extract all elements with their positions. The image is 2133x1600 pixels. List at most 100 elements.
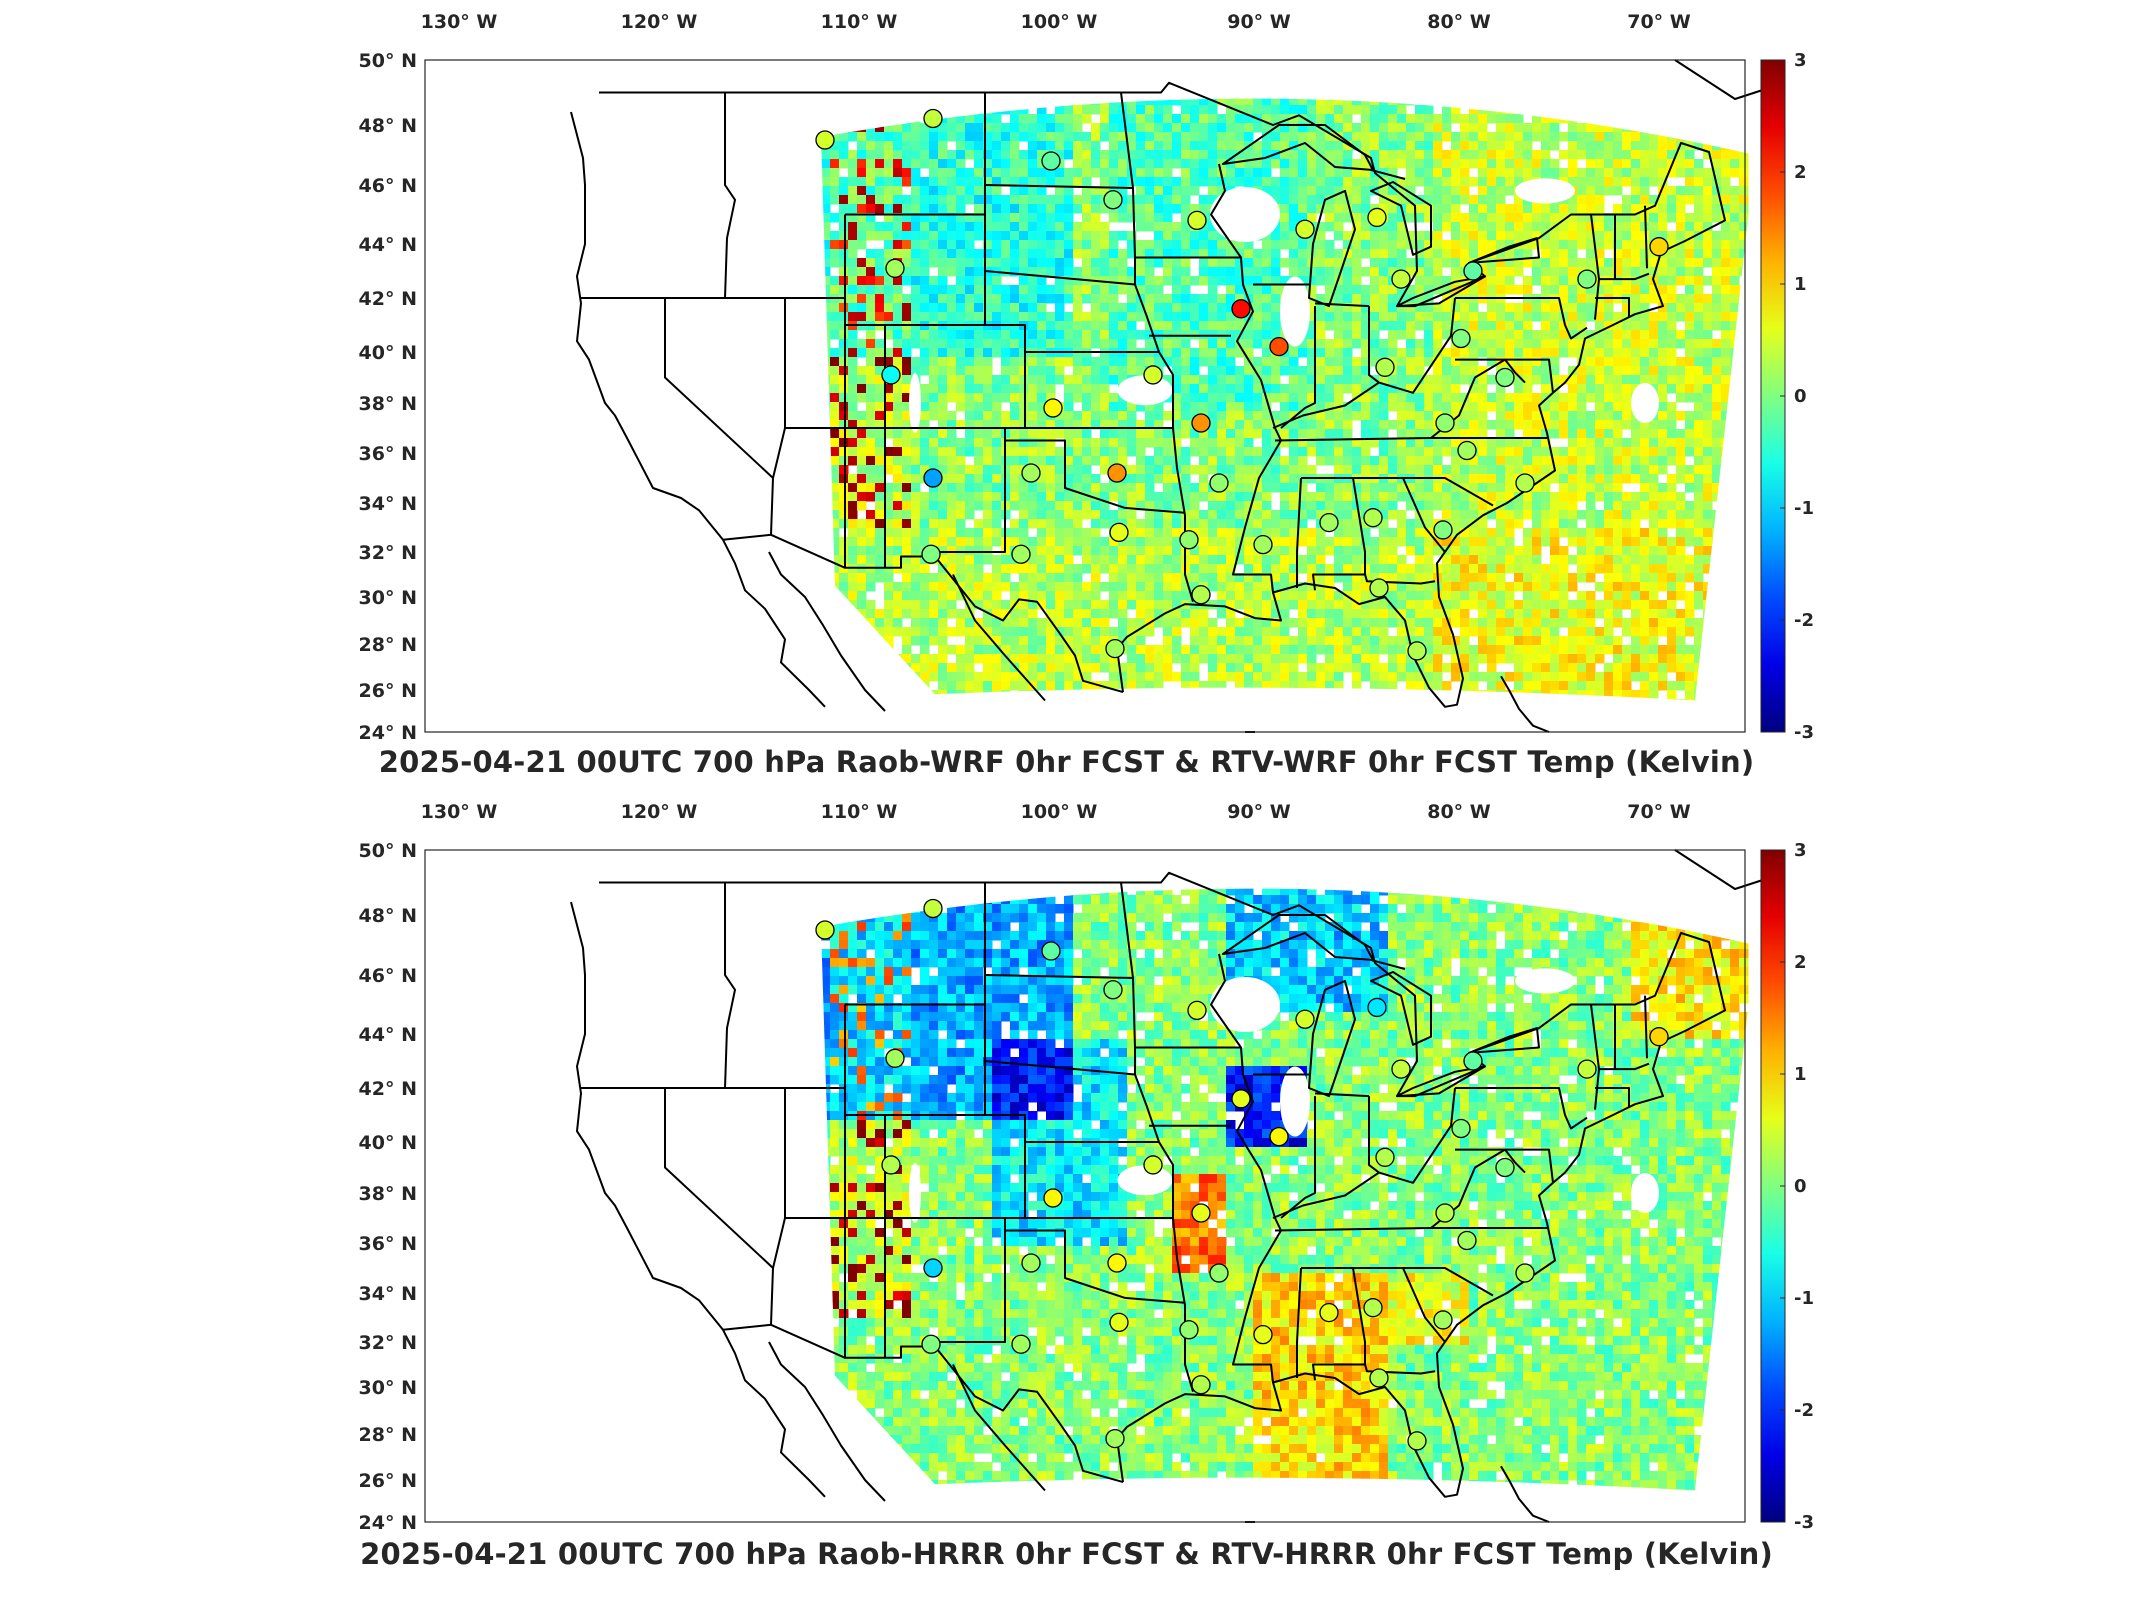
field-cell — [902, 582, 912, 592]
field-cell — [947, 519, 957, 529]
field-cell — [875, 555, 885, 565]
field-cell — [902, 123, 912, 133]
field-cell — [938, 150, 948, 160]
field-cell — [866, 600, 876, 610]
field-cell — [929, 456, 939, 466]
field-cell — [848, 195, 858, 205]
field-cell — [983, 186, 993, 196]
field-cell — [956, 438, 966, 448]
field-cell — [1028, 483, 1038, 493]
field-cell — [1001, 213, 1011, 223]
field-cell — [884, 303, 894, 313]
field-cell — [893, 429, 903, 439]
field-cell — [1028, 501, 1038, 511]
field-cell — [974, 519, 984, 529]
field-cell — [965, 510, 975, 520]
field-cell — [1055, 123, 1065, 133]
field-cell — [893, 618, 903, 628]
field-cell — [1055, 456, 1065, 466]
field-cell — [956, 447, 966, 457]
field-cell — [848, 492, 858, 502]
field-cell — [866, 492, 876, 502]
field-cell — [965, 357, 975, 367]
field-cell — [947, 267, 957, 277]
field-cell — [1001, 645, 1011, 655]
field-cell — [1028, 159, 1038, 169]
field-cell — [1010, 627, 1020, 637]
field-cell — [1046, 420, 1056, 430]
field-cell — [830, 375, 840, 385]
field-cell — [1019, 366, 1029, 376]
field-cell — [848, 600, 858, 610]
field-cell — [911, 600, 921, 610]
field-cell — [1037, 321, 1047, 331]
field-cell — [893, 528, 903, 538]
field-cell — [938, 312, 948, 322]
field-cell — [974, 447, 984, 457]
field-cell — [902, 591, 912, 601]
field-cell — [1010, 375, 1020, 385]
field-cell — [884, 177, 894, 187]
field-cell — [911, 438, 921, 448]
field-cell — [884, 429, 894, 439]
field-cell — [1019, 429, 1029, 439]
field-cell — [830, 429, 840, 439]
field-cell — [965, 249, 975, 259]
field-cell — [830, 546, 840, 556]
field-cell — [947, 510, 957, 520]
field-cell — [947, 231, 957, 241]
field-cell — [1001, 420, 1011, 430]
field-cell — [1037, 195, 1047, 205]
field-cell — [947, 357, 957, 367]
field-cell — [983, 168, 993, 178]
field-cell — [938, 177, 948, 187]
field-cell — [1028, 195, 1038, 205]
field-cell — [1037, 555, 1047, 565]
field-cell — [1010, 393, 1020, 403]
field-cell — [938, 186, 948, 196]
field-cell — [1046, 519, 1056, 529]
field-cell — [1037, 438, 1047, 448]
field-cell — [1028, 204, 1038, 214]
field-cell — [1019, 240, 1029, 250]
field-cell — [866, 150, 876, 160]
field-cell — [992, 609, 1002, 619]
field-cell — [866, 195, 876, 205]
field-cell — [1028, 123, 1038, 133]
field-cell — [992, 123, 1002, 133]
field-cell — [1046, 240, 1056, 250]
field-cell — [893, 249, 903, 259]
field-cell — [983, 465, 993, 475]
field-cell — [866, 510, 876, 520]
field-cell — [965, 168, 975, 178]
field-cell — [857, 285, 867, 295]
field-cell — [857, 204, 867, 214]
field-cell — [911, 483, 921, 493]
field-cell — [920, 582, 930, 592]
field-cell — [830, 366, 840, 376]
field-cell — [938, 645, 948, 655]
field-cell — [920, 357, 930, 367]
field-cell — [1001, 564, 1011, 574]
field-cell — [848, 528, 858, 538]
field-cell — [1028, 564, 1038, 574]
field-cell — [947, 177, 957, 187]
field-cell — [875, 276, 885, 286]
field-cell — [1037, 429, 1047, 439]
field-cell — [857, 294, 867, 304]
field-cell — [947, 447, 957, 457]
field-cell — [839, 456, 849, 466]
field-cell — [974, 339, 984, 349]
field-cell — [974, 636, 984, 646]
field-cell — [1019, 384, 1029, 394]
field-cell — [1055, 420, 1065, 430]
field-cell — [848, 240, 858, 250]
field-cell — [893, 141, 903, 151]
wrf-map: 130° W 120° W 110° W 100° W 90° W 80° W 70° W5… — [359, 11, 1814, 744]
field-cell — [920, 177, 930, 187]
field-cell — [974, 285, 984, 295]
field-cell — [965, 465, 975, 475]
field-cell — [875, 123, 885, 133]
field-cell — [956, 384, 966, 394]
field-cell — [1046, 636, 1056, 646]
